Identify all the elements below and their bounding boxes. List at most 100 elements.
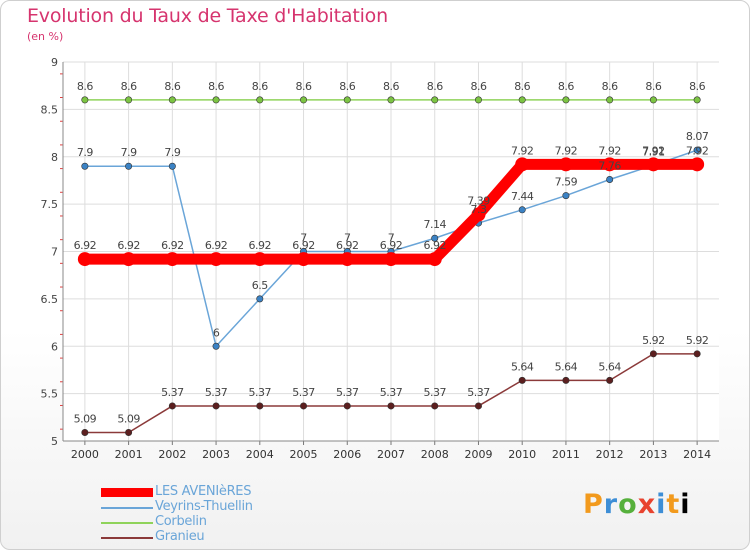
legend-item-veyrins-thuellin: Veyrins-Thuellin — [101, 499, 321, 515]
data-point — [431, 234, 439, 242]
data-label: 6.92 — [292, 239, 315, 252]
data-label: 6.92 — [74, 239, 97, 252]
data-point — [296, 252, 311, 267]
data-label: 6.92 — [380, 239, 403, 252]
data-point — [343, 96, 351, 104]
x-tick-label: 2000 — [71, 448, 99, 461]
y-tick-label: 9 — [51, 56, 58, 69]
data-label: 8.6 — [689, 80, 705, 93]
y-tick-label: 5 — [51, 435, 58, 448]
legend-label-veyrins-thuellin: Veyrins-Thuellin — [155, 499, 253, 514]
data-point — [212, 96, 220, 104]
x-tick-label: 2004 — [246, 448, 274, 461]
data-label: 7.59 — [555, 176, 578, 189]
data-point — [256, 96, 264, 104]
x-tick-label: 2010 — [508, 448, 536, 461]
data-label: 6.5 — [252, 279, 268, 292]
data-point — [77, 252, 92, 267]
data-label: 7.92 — [555, 144, 578, 157]
data-label: 5.64 — [511, 360, 534, 373]
data-point — [649, 96, 657, 104]
data-point — [518, 376, 526, 384]
data-label: 8.6 — [208, 80, 224, 93]
data-point — [562, 192, 570, 200]
data-point — [602, 157, 617, 172]
data-point — [212, 402, 220, 410]
data-label: 6.92 — [423, 239, 446, 252]
data-point — [474, 96, 482, 104]
x-tick-label: 2013 — [639, 448, 667, 461]
x-tick-label: 2001 — [115, 448, 143, 461]
legend-item-granieu: Granieu — [101, 529, 321, 545]
data-point — [125, 428, 133, 436]
data-label: 7.76 — [598, 159, 621, 172]
data-point — [646, 157, 661, 172]
data-label: 8.6 — [339, 80, 355, 93]
x-tick-label: 2005 — [290, 448, 318, 461]
chart-title: Evolution du Taux de Taxe d'Habitation — [27, 5, 388, 27]
data-label: 7.39 — [467, 195, 490, 208]
data-label: 8.6 — [602, 80, 618, 93]
data-point — [690, 157, 705, 172]
brand-letter: i — [680, 489, 691, 520]
data-label: 8.6 — [383, 80, 399, 93]
data-label: 6.92 — [117, 239, 140, 252]
x-tick-label: 2007 — [377, 448, 405, 461]
data-label: 8.6 — [77, 80, 93, 93]
data-label: 5.92 — [686, 334, 709, 347]
data-point — [387, 96, 395, 104]
data-label: 8.6 — [121, 80, 137, 93]
data-point — [471, 207, 486, 222]
legend-item-corbelin: Corbelin — [101, 514, 321, 530]
data-point — [474, 402, 482, 410]
brand-letter: i — [656, 489, 667, 520]
brand-letter: P — [583, 489, 604, 520]
y-tick-label: 7 — [51, 246, 58, 259]
data-point — [649, 350, 657, 358]
data-label: 5.37 — [336, 386, 359, 399]
data-point — [431, 402, 439, 410]
data-label: 8.6 — [645, 80, 661, 93]
x-tick-label: 2011 — [552, 448, 580, 461]
x-tick-label: 2002 — [158, 448, 186, 461]
data-point — [256, 295, 264, 303]
x-tick-label: 2009 — [464, 448, 492, 461]
data-point — [606, 175, 614, 183]
x-tick-label: 2012 — [596, 448, 624, 461]
data-point — [693, 350, 701, 358]
data-label: 8.6 — [470, 80, 486, 93]
data-label: 7.92 — [686, 144, 709, 157]
data-label: 7.92 — [598, 144, 621, 157]
legend-swatch-granieu — [101, 537, 153, 539]
legend-item-les-avenieres: LES AVENIèRES — [101, 484, 321, 500]
data-label: 5.37 — [423, 386, 446, 399]
data-point — [212, 342, 220, 350]
data-point — [165, 252, 180, 267]
data-label: 5.37 — [292, 386, 315, 399]
data-label: 5.37 — [205, 386, 228, 399]
data-point — [300, 402, 308, 410]
data-label: 5.09 — [117, 412, 140, 425]
data-label: 6.92 — [249, 239, 272, 252]
data-label: 7.9 — [164, 146, 180, 159]
data-point — [518, 96, 526, 104]
chart-subtitle: (en %) — [27, 30, 64, 43]
data-label: 5.92 — [642, 334, 665, 347]
data-point — [431, 96, 439, 104]
data-point — [81, 96, 89, 104]
y-tick-label: 7.5 — [41, 198, 59, 211]
data-label: 8.6 — [427, 80, 443, 93]
data-label: 5.37 — [161, 386, 184, 399]
brand-letter: x — [637, 489, 657, 520]
data-point — [252, 252, 267, 267]
brand-letter: r — [603, 489, 619, 520]
data-label: 7.92 — [642, 144, 665, 157]
data-label: 8.6 — [514, 80, 530, 93]
data-label: 7 — [300, 232, 307, 245]
data-label: 7.14 — [423, 218, 446, 231]
data-point — [515, 157, 530, 172]
data-label: 7.3 — [470, 203, 486, 216]
data-point — [558, 157, 573, 172]
data-point — [168, 402, 176, 410]
